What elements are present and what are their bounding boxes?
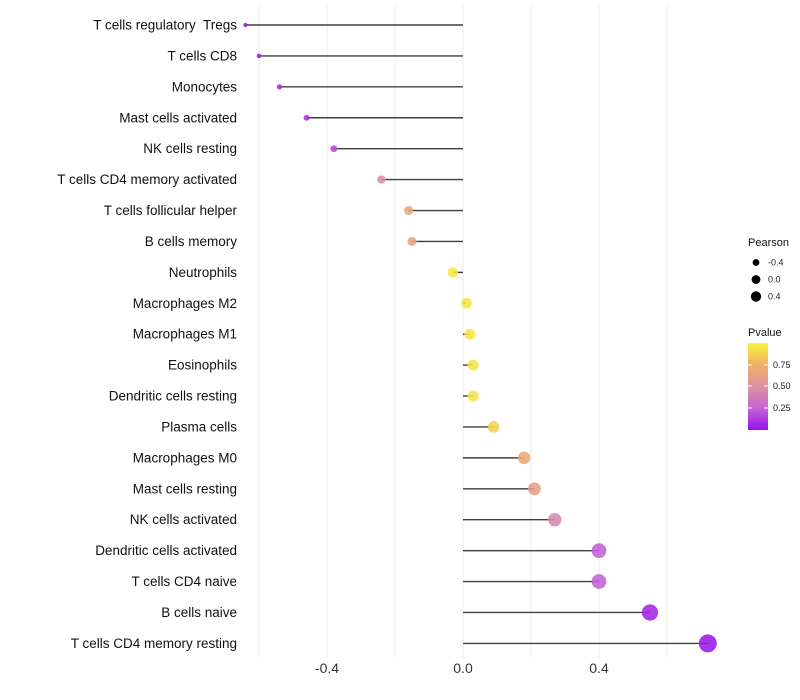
lollipop-dot [548, 513, 562, 527]
legend-pearson-title: Pearson [748, 237, 789, 249]
row-label: NK cells resting [143, 141, 237, 156]
legend-size-label: 0.4 [768, 292, 781, 302]
row-label: Eosinophils [168, 358, 237, 373]
row-label: T cells regulatory Tregs [93, 18, 237, 33]
legend-size-dot [752, 259, 760, 266]
row-label: T cells CD8 [167, 48, 237, 63]
lollipop-dot [517, 451, 531, 465]
lollipop-dot [698, 634, 717, 653]
lollipop-dot [527, 482, 541, 496]
row-label: Neutrophils [169, 265, 238, 280]
lollipop-dot [447, 267, 458, 278]
lollipop-dot [641, 604, 659, 621]
lollipop-dot [467, 359, 479, 371]
legend-color-bar [748, 343, 768, 430]
row-label: T cells CD4 memory activated [57, 172, 237, 187]
legend-size-label: -0.4 [768, 258, 784, 268]
row-label: Macrophages M0 [133, 450, 237, 465]
lollipop-dot [243, 22, 248, 28]
lollipop-dot [464, 328, 476, 340]
legend-size-dot [750, 291, 762, 302]
x-axis-tick-label: -0.4 [315, 660, 339, 676]
lollipop-dot [377, 175, 386, 184]
lollipop-dot [407, 236, 417, 247]
row-label: Mast cells resting [133, 481, 237, 496]
row-label: Mast cells activated [119, 110, 237, 125]
lollipop-dot [487, 421, 500, 433]
lollipop-dot [303, 114, 310, 121]
legend-size-label: 0.0 [768, 275, 781, 285]
row-label: Macrophages M2 [133, 296, 237, 311]
legend-pvalue-tick-label: 0.50 [773, 381, 791, 391]
lollipop-dot [404, 205, 414, 216]
row-label: T cells CD4 memory resting [71, 636, 237, 651]
lollipop-dot [461, 297, 472, 309]
legend-size-dot [751, 275, 761, 284]
row-label: Dendritic cells resting [109, 389, 237, 404]
row-label: NK cells activated [130, 512, 237, 527]
row-label: Monocytes [172, 79, 238, 94]
legend-pvalue-title: Pvalue [748, 327, 782, 339]
legend-pvalue-tick-label: 0.75 [773, 360, 791, 370]
lollipop-dot [276, 84, 283, 90]
legend-pvalue-tick-label: 0.25 [773, 403, 791, 413]
lollipop-dot [256, 53, 262, 59]
row-label: T cells follicular helper [104, 203, 238, 218]
lollipop-dot [467, 390, 479, 402]
x-axis-tick-label: 0.0 [453, 660, 473, 676]
row-label: T cells CD4 naive [131, 574, 237, 589]
row-label: Dendritic cells activated [95, 543, 237, 558]
lollipop-dot [591, 543, 607, 559]
row-label: B cells naive [161, 605, 237, 620]
row-label: Macrophages M1 [133, 327, 237, 342]
x-axis-tick-label: 0.4 [589, 660, 609, 676]
lollipop-dot [591, 574, 607, 589]
lollipop-dot [330, 145, 338, 153]
row-label: Plasma cells [161, 419, 237, 434]
row-label: B cells memory [145, 234, 238, 249]
